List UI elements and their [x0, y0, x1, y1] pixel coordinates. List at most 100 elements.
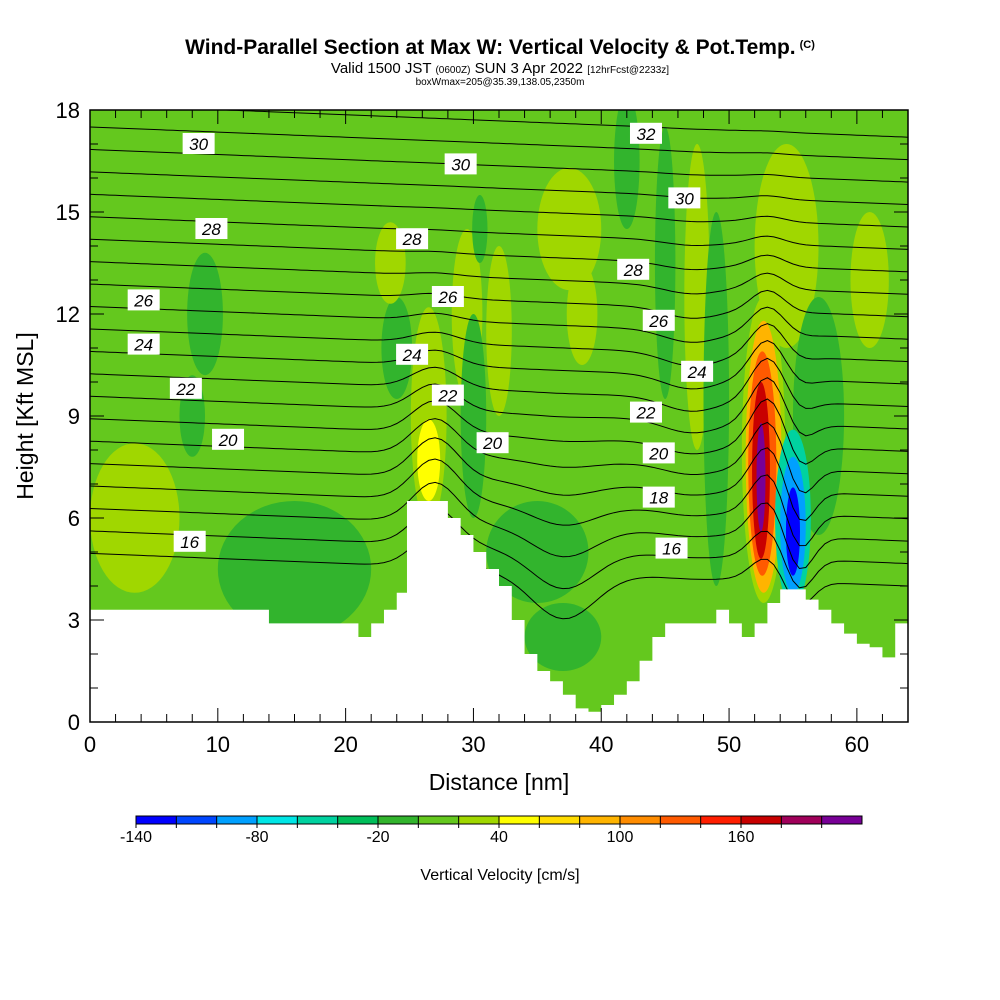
svg-text:24: 24 — [133, 336, 153, 355]
velocity-region-11 — [486, 246, 512, 416]
isentrope-16 — [90, 481, 908, 570]
isentrope-22 — [90, 357, 908, 412]
colorbar-swatch — [458, 816, 499, 824]
contour-label-15: 28 — [617, 258, 650, 280]
y-tick-label: 18 — [56, 98, 80, 123]
valid-zulu: (0600Z) — [435, 65, 471, 76]
isentrope-30 — [90, 193, 908, 228]
x-tick-label: 60 — [845, 732, 869, 757]
contour-label-5: 20 — [212, 428, 245, 450]
colorbar-swatch — [700, 816, 741, 824]
colorbar-swatch — [660, 816, 701, 824]
velocity-region-10 — [472, 195, 488, 263]
contour-label-6: 16 — [173, 530, 206, 552]
svg-text:30: 30 — [675, 189, 694, 208]
velocity-region-30 — [785, 487, 800, 576]
contour-label-3: 24 — [127, 333, 160, 355]
contour-label-14: 30 — [668, 187, 701, 209]
isentrope-18 — [90, 437, 908, 521]
isentrope-27 — [90, 261, 908, 295]
velocity-region-27 — [756, 422, 766, 532]
isentrope-33 — [90, 126, 908, 161]
contour-label-1: 28 — [195, 218, 228, 239]
contour-label-10: 24 — [396, 343, 429, 365]
colorbar-swatch — [176, 816, 217, 824]
isentrope-lines — [90, 110, 908, 620]
svg-text:16: 16 — [180, 533, 199, 552]
svg-text:18: 18 — [649, 489, 668, 508]
colorbar-swatch — [337, 816, 378, 824]
chart-subtitle: Valid 1500 JST (0600Z) SUN 3 Apr 2022 [1… — [0, 60, 1000, 77]
velocity-region-19 — [703, 212, 730, 586]
contour-label-13: 32 — [629, 122, 662, 144]
contour-label-2: 26 — [127, 289, 160, 311]
svg-text:32: 32 — [637, 125, 656, 144]
colorbar-tick-label: -20 — [366, 829, 389, 846]
colorbar-swatch — [378, 816, 419, 824]
contour-label-9: 26 — [431, 286, 464, 307]
velocity-region-3 — [217, 501, 372, 637]
x-tick-label: 0 — [84, 732, 96, 757]
svg-text:26: 26 — [437, 288, 457, 307]
contour-label-0: 30 — [182, 133, 215, 154]
contour-label-20: 18 — [642, 486, 675, 508]
contour-labels: 30 28 26 24 22 20 16 30 28 26 24 22 20 32 30 28 26 24 22 20… — [127, 122, 714, 559]
boxwmax-info: boxWmax=205@35.39,138.05,2350m — [415, 77, 585, 88]
isentrope-28 — [90, 238, 908, 273]
isentrope-24 — [90, 323, 908, 367]
colorbar-swatch — [539, 816, 580, 824]
plot-area: 30 28 26 24 22 20 16 30 28 26 24 22 20 32 30 28 26 24 22 20… — [90, 110, 908, 722]
x-tick-label: 20 — [333, 732, 357, 757]
colorbar-swatch — [620, 816, 661, 824]
chart-title: Wind-Parallel Section at Max W: Vertical… — [0, 36, 1000, 60]
svg-text:26: 26 — [648, 312, 668, 331]
x-tick-label: 10 — [206, 732, 230, 757]
svg-text:22: 22 — [175, 380, 195, 399]
svg-text:20: 20 — [648, 444, 668, 463]
y-axis-label: Height [Kft MSL] — [12, 332, 38, 499]
svg-text:28: 28 — [402, 230, 422, 249]
velocity-region-0 — [90, 443, 180, 593]
colorbar-tick-label: 40 — [490, 829, 508, 846]
svg-text:28: 28 — [623, 261, 643, 280]
isentrope-15 — [90, 507, 908, 590]
colorbar-swatch — [297, 816, 338, 824]
contour-label-11: 22 — [431, 384, 464, 406]
colorbar-title: Vertical Velocity [cm/s] — [420, 867, 579, 884]
valid-time: Valid 1500 JST — [330, 60, 432, 77]
contour-label-19: 20 — [642, 442, 675, 464]
contour-label-7: 30 — [444, 153, 477, 175]
valid-date: SUN 3 Apr 2022 — [474, 60, 584, 77]
svg-text:30: 30 — [451, 155, 470, 174]
velocity-region-14 — [537, 167, 602, 291]
colorbar-tick-label: 160 — [728, 829, 755, 846]
svg-text:20: 20 — [218, 431, 238, 450]
contour-label-16: 26 — [642, 309, 675, 331]
x-tick-label: 40 — [589, 732, 613, 757]
colorbar: -140 -80 -20 40 100 160 Vertical Velocity [cm/… — [120, 815, 863, 884]
colorbar-tick-label: -140 — [120, 829, 152, 846]
svg-text:26: 26 — [133, 291, 153, 310]
colorbar-swatch — [821, 816, 862, 824]
contour-label-18: 22 — [629, 401, 662, 423]
y-tick-label: 0 — [68, 710, 80, 735]
velocity-region-9 — [460, 314, 487, 518]
isentrope-34 — [213, 110, 908, 138]
contour-label-8: 28 — [396, 228, 429, 250]
y-tick-label: 15 — [56, 200, 80, 225]
axes: 0 10 20 30 40 50 60 0 3 6 9 12 15 18 — [56, 98, 909, 757]
velocity-region-21 — [850, 212, 889, 348]
velocity-region-15 — [566, 263, 598, 365]
colorbar-swatch — [257, 816, 298, 824]
svg-text:28: 28 — [201, 220, 221, 239]
x-axis-label: Distance [nm] — [429, 769, 570, 795]
copyright-mark: (C) — [799, 39, 815, 51]
chart-title-text: Wind-Parallel Section at Max W: Vertical… — [185, 36, 796, 59]
svg-text:30: 30 — [189, 135, 208, 154]
forecast-info: [12hrFcst@2233z] — [587, 65, 670, 76]
contour-label-12: 20 — [476, 432, 509, 454]
y-tick-label: 9 — [68, 404, 80, 429]
colorbar-swatch — [499, 816, 540, 824]
isentrope-32 — [90, 148, 908, 183]
isentrope-21 — [90, 377, 908, 437]
